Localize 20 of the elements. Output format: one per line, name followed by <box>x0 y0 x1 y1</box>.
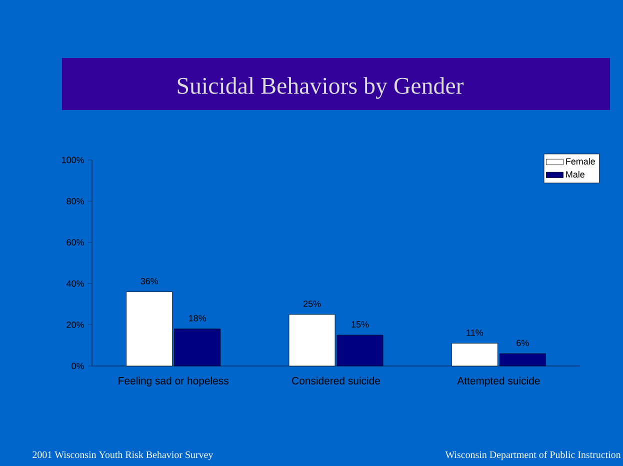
legend-label: Female <box>566 158 595 165</box>
text: 2001 Wisconsin Youth Risk Behavior Survey <box>32 451 214 460</box>
x-tick-label: Attempted suicide <box>457 376 540 387</box>
data-label: 6% <box>516 340 529 346</box>
y-tick-label: 20% <box>66 322 84 328</box>
data-label: 18% <box>189 315 206 322</box>
y-tick-label: 0% <box>72 362 84 370</box>
y-tick-label: 40% <box>66 280 84 287</box>
x-tick-label: Considered suicide <box>292 376 380 384</box>
x-tick-label: Feeling sad or hopeless <box>118 376 228 387</box>
data-label: 36% <box>140 278 158 284</box>
data-label: 15% <box>352 321 369 328</box>
data-label: 25% <box>303 300 321 307</box>
data-label: 11% <box>466 330 483 336</box>
y-tick-label: 100% <box>62 156 84 164</box>
legend-label: Male <box>566 170 584 178</box>
text: Wisconsin Department of Public Instruction <box>445 450 621 460</box>
y-tick-label: 80% <box>66 198 84 204</box>
chart-title: Suicidal Behaviors by Gender <box>178 77 464 99</box>
y-tick-label: 60% <box>66 239 84 246</box>
